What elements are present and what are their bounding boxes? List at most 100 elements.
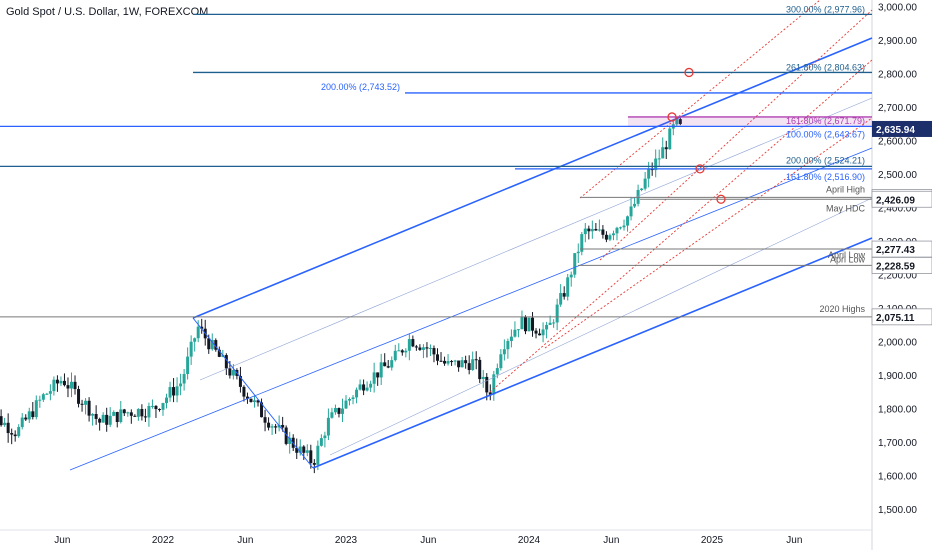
candle-body xyxy=(136,409,140,417)
candle-body xyxy=(38,399,42,401)
channel-inner-line xyxy=(199,97,873,381)
candle-body xyxy=(654,158,658,171)
candle-body xyxy=(414,346,418,348)
channel-upper-line xyxy=(192,37,873,319)
candle-body xyxy=(675,119,679,125)
candle-body xyxy=(228,368,232,376)
y-tick-label: 2,000.00 xyxy=(878,338,917,349)
candle-body xyxy=(13,434,17,437)
candle-body xyxy=(355,389,359,398)
candle-body xyxy=(0,416,3,426)
candle-body xyxy=(224,355,228,369)
candle-body xyxy=(108,415,112,425)
candle-body xyxy=(379,362,383,378)
y-tick-label: 2,200.00 xyxy=(878,271,917,282)
level-label: Apri Low xyxy=(830,254,866,264)
candle-body xyxy=(48,391,52,394)
candle-body xyxy=(460,360,464,368)
candle-body xyxy=(80,403,84,405)
candle-body xyxy=(319,438,323,446)
candle-body xyxy=(59,380,63,384)
y-tick-label: 1,800.00 xyxy=(878,405,917,416)
candle-body xyxy=(210,340,214,350)
candle-body xyxy=(516,329,520,331)
candle-body xyxy=(112,412,116,416)
candle-body xyxy=(267,422,271,428)
candle-body xyxy=(386,366,390,368)
candle-body xyxy=(140,409,144,417)
candle-body xyxy=(573,253,577,275)
candle-body xyxy=(253,400,256,403)
price-badge-label: 2,635.94 xyxy=(876,125,915,136)
price-badge xyxy=(871,257,932,274)
y-tick-label: 3,000.00 xyxy=(878,3,917,14)
candle-body xyxy=(263,417,267,423)
candle-body xyxy=(513,329,517,337)
candle-body xyxy=(249,398,253,403)
y-tick-label: 2,900.00 xyxy=(878,36,917,47)
candle-body xyxy=(351,397,355,399)
candle-body xyxy=(175,386,179,396)
candle-body xyxy=(436,354,439,361)
channel-lower-line xyxy=(312,237,873,469)
candle-body xyxy=(495,368,499,375)
chart-title: Gold Spot / U.S. Dollar, 1W, FOREXCOM xyxy=(6,6,209,18)
candle-body xyxy=(668,128,672,150)
candle-body xyxy=(344,400,348,409)
channel-inner-line-2 xyxy=(329,197,873,456)
level-label: 200.00% (2,524.21) xyxy=(786,155,865,165)
candle-body xyxy=(200,326,204,329)
candle-body xyxy=(390,360,394,368)
candle-body xyxy=(636,189,640,204)
candle-body xyxy=(94,414,98,419)
candle-body xyxy=(168,387,172,398)
candle-body xyxy=(105,414,109,425)
candle-body xyxy=(626,216,630,226)
candle-body xyxy=(165,397,169,404)
candle-body xyxy=(509,336,513,342)
candle-body xyxy=(27,411,31,420)
candle-body xyxy=(172,387,176,396)
candle-body xyxy=(594,228,598,231)
candle-body xyxy=(583,228,587,235)
price-badge-label: 2,075.11 xyxy=(876,313,915,324)
candle-body xyxy=(34,400,38,418)
level-label: April Low xyxy=(828,250,866,260)
y-tick-label: 2,400.00 xyxy=(878,204,917,215)
candle-body xyxy=(566,277,570,297)
x-tick-label: 2025 xyxy=(701,535,724,546)
candle-body xyxy=(421,347,425,350)
candle-body xyxy=(376,372,380,378)
red-slope-line-2 xyxy=(489,59,873,393)
candle-body xyxy=(629,206,633,217)
candle-body xyxy=(400,350,404,353)
red-slope-line-4 xyxy=(599,9,873,261)
candle-body xyxy=(305,450,309,453)
candle-body xyxy=(70,381,73,389)
candle-body xyxy=(362,384,366,391)
candle-body xyxy=(506,341,510,350)
red-intersection-marker xyxy=(716,194,726,204)
candle-body xyxy=(467,363,471,370)
candle-body xyxy=(633,203,637,207)
candle-body xyxy=(316,445,320,465)
candle-body xyxy=(73,381,77,390)
level-label: 261.80% (2,804.63) xyxy=(786,62,865,72)
candle-body xyxy=(133,415,137,417)
candle-body xyxy=(383,362,387,367)
candle-body xyxy=(664,147,668,150)
candle-body xyxy=(439,360,443,362)
candle-body xyxy=(443,360,447,364)
candle-body xyxy=(260,402,264,418)
candle-body xyxy=(523,317,527,332)
candle-body xyxy=(157,409,161,411)
price-badge xyxy=(872,120,932,137)
y-tick-label: 1,900.00 xyxy=(878,371,917,382)
candle-body xyxy=(326,417,330,436)
candle-body xyxy=(20,417,24,428)
candle-body xyxy=(3,422,7,426)
candle-body xyxy=(126,412,130,414)
candle-body xyxy=(312,463,316,465)
candle-body xyxy=(274,426,278,428)
